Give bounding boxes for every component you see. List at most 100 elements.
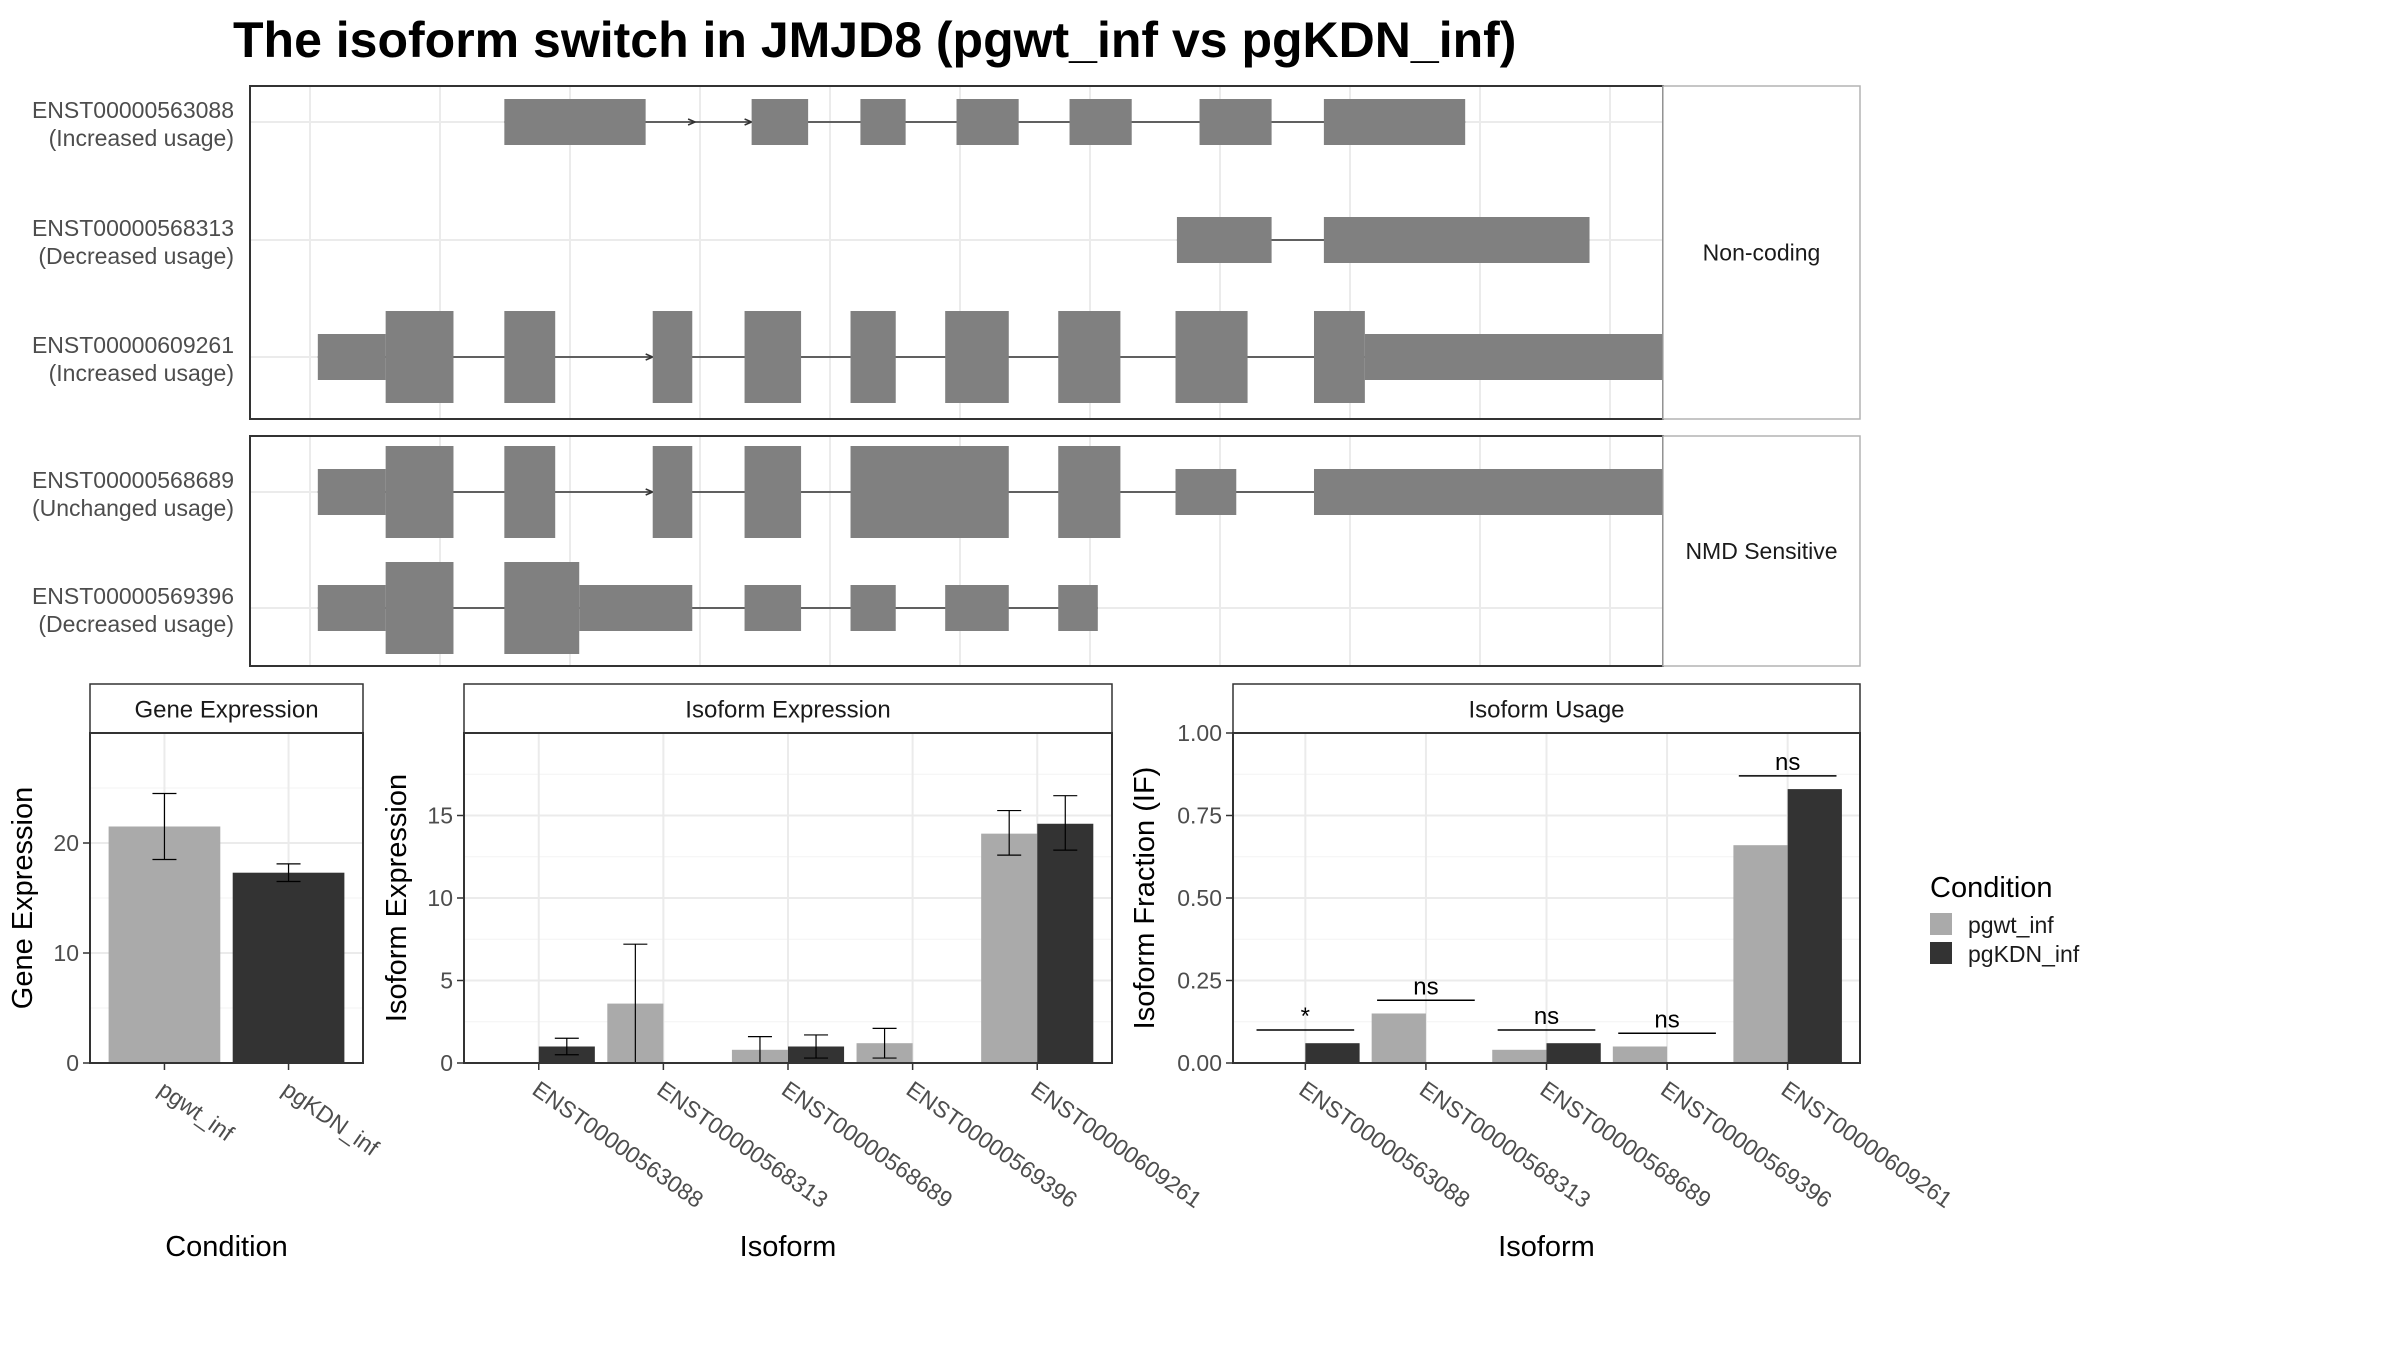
exon-block [945,311,1009,403]
panel-strip [89,683,364,734]
bar-pgwt_inf [1612,1046,1668,1063]
exon-block [1323,217,1590,263]
exon-block [1364,334,1720,380]
y-tick-label: 0.50 [1177,885,1222,911]
transcript-id-label: ENST00000568689 [32,467,234,493]
transcript-usage-label: (Increased usage) [49,125,234,151]
significance-label: ns [1775,749,1800,776]
bar-pgKDN_inf [232,872,345,1063]
exon-block [850,311,896,403]
panel-strip [1232,683,1861,734]
facet-label: NMD Sensitive [1685,538,1837,564]
y-tick-label: 10 [427,885,453,911]
bar-pgwt_inf [1371,1013,1426,1063]
bar-pgwt_inf [1733,845,1788,1063]
exon-block [744,311,802,403]
bar-pgKDN_inf [1305,1043,1360,1063]
exon-block [744,585,802,631]
exon-block [1058,446,1121,538]
exon-block [1175,469,1237,515]
exon-block [1176,217,1272,263]
significance-label: ns [1413,973,1438,1000]
x-axis-title: Isoform [1498,1231,1595,1263]
transcript-id-label: ENST00000563088 [32,97,234,123]
bar-pgKDN_inf [1037,823,1094,1063]
legend-label-pgkdn: pgKDN_inf [1968,941,2080,967]
gene-expression-panel: Gene Expression 0 10 20 pgwt_inf pgKDN_inf Gen… [7,683,385,1263]
exon-block [579,585,693,631]
transcript-usage-label: (Increased usage) [49,360,234,386]
transcript-structure-panel: ENST00000563088(Increased usage)ENST0000… [32,85,1861,667]
transcript-usage-label: (Unchanged usage) [32,495,234,521]
y-tick-label: 0.25 [1177,968,1222,994]
exon-block [504,99,646,145]
bar-pgwt_inf [981,833,1038,1063]
bar-pgwt_inf [1492,1049,1547,1063]
x-tick-label: pgwt_inf [154,1076,240,1147]
transcript-usage-label: (Decreased usage) [38,243,234,269]
facet-strip [1662,85,1861,420]
exon-block [652,311,693,403]
exon-block [860,99,906,145]
legend-key-pgwt [1930,913,1952,935]
exon-block [504,311,556,403]
y-tick-label: 5 [440,968,453,994]
exon-block [1175,311,1248,403]
bar-pgwt_inf [108,826,221,1063]
y-tick-label: 1.00 [1177,720,1222,746]
exon-block [652,446,693,538]
direction-arrow [687,118,697,126]
exon-block [385,311,454,403]
y-axis-title: Isoform Expression [381,774,413,1022]
x-axis-title: Condition [165,1231,288,1263]
exon-block [1058,311,1121,403]
transcript-id-label: ENST00000609261 [32,332,234,358]
exon-block [1199,99,1272,145]
exon-block [1069,99,1132,145]
y-axis-title: Isoform Fraction (IF) [1129,767,1161,1030]
transcript-id-label: ENST00000569396 [32,583,234,609]
exon-block [504,446,556,538]
transcript-usage-label: (Decreased usage) [38,611,234,637]
x-tick-label: pgKDN_inf [278,1076,385,1161]
exon-block [956,99,1019,145]
panel-strip-label: Gene Expression [134,697,318,724]
facet-strip [1662,435,1861,667]
significance-label: * [1301,1003,1310,1030]
legend-key-pgkdn [1930,942,1952,964]
bar-pgKDN_inf [1546,1043,1601,1063]
exon-block [385,446,454,538]
exon-block [945,585,1009,631]
exon-block [317,585,386,631]
significance-label: ns [1654,1006,1679,1033]
y-tick-label: 0.75 [1177,803,1222,829]
exon-block [850,585,896,631]
panel-strip [463,683,1113,734]
panel-strip-label: Isoform Usage [1468,697,1624,724]
exon-block [751,99,809,145]
y-tick-label: 10 [53,940,79,966]
figure-title: The isoform switch in JMJD8 (pgwt_inf vs… [233,12,1516,68]
legend: Condition pgwt_inf pgKDN_inf [1930,872,2080,967]
exon-block [1313,469,1692,515]
legend-label-pgwt: pgwt_inf [1968,912,2054,938]
y-tick-label: 15 [427,803,453,829]
transcript-id-label: ENST00000568313 [32,215,234,241]
isoform-usage-panel: Isoform Usage * ns ns ns ns 0.00 0.25 0.50 0.75 1.… [1129,683,1957,1263]
x-axis-title: Isoform [740,1231,837,1263]
facet-label: Non-coding [1703,240,1821,266]
exon-block [744,446,802,538]
y-tick-label: 0.00 [1177,1050,1222,1076]
exon-block [317,469,386,515]
exon-block [504,562,580,654]
y-axis-title: Gene Expression [7,787,39,1009]
exon-block [1323,99,1466,145]
exon-block [317,334,386,380]
y-tick-label: 0 [440,1050,453,1076]
bar-pgKDN_inf [1787,789,1842,1063]
significance-label: ns [1534,1003,1559,1030]
panel-border [89,732,364,1064]
exon-block [385,562,454,654]
y-tick-label: 0 [66,1050,79,1076]
